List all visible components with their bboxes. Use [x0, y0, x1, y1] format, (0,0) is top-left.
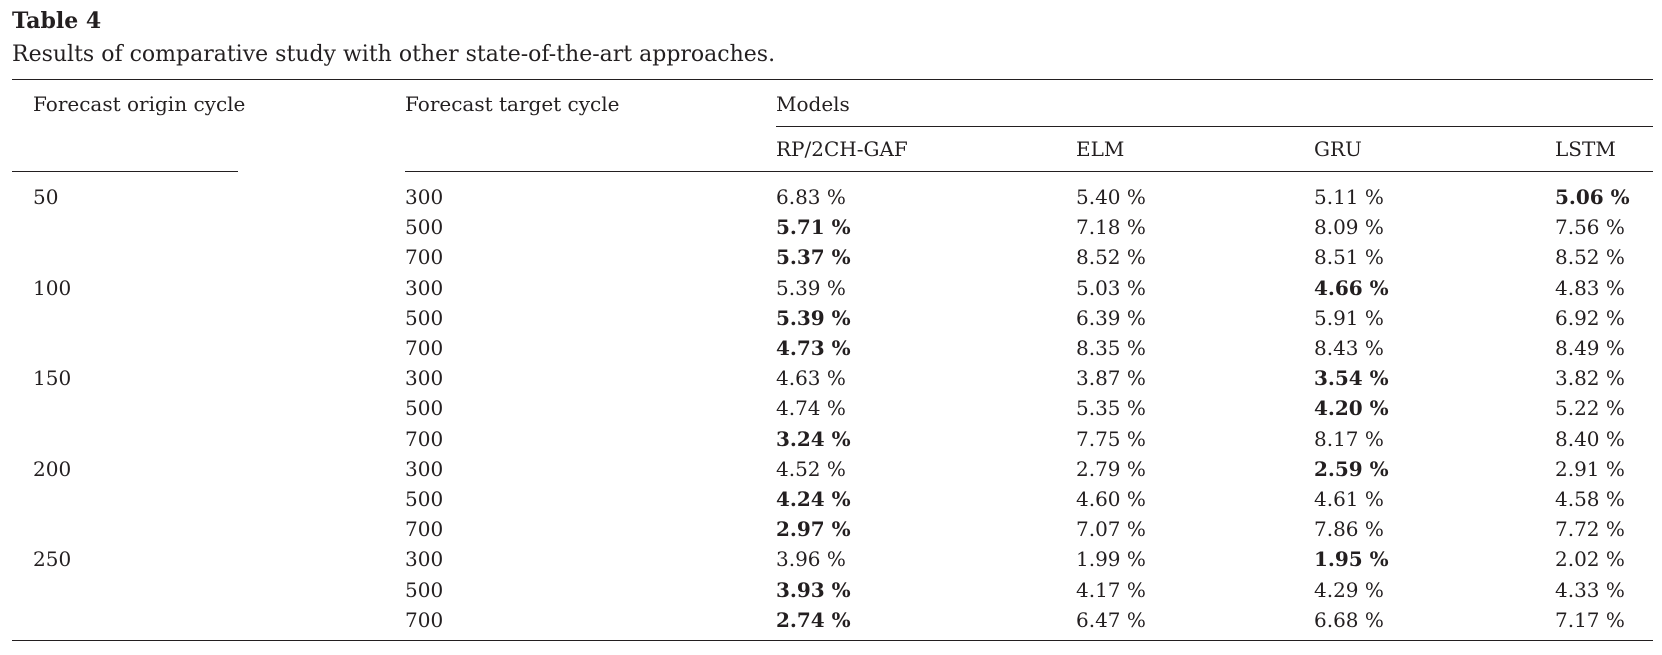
- value-cell: 2.79 %: [1076, 456, 1146, 481]
- value-cell: 4.63 %: [776, 366, 846, 391]
- value-cell: 3.54 %: [1314, 366, 1389, 391]
- value-cell: 8.35 %: [1076, 336, 1146, 360]
- value-cell: 8.43 %: [1314, 336, 1384, 360]
- target-cell: 300: [405, 275, 444, 300]
- value-cell: 4.61 %: [1314, 487, 1384, 511]
- value-cell: 4.83 %: [1555, 275, 1625, 300]
- value-cell: 3.93 %: [776, 577, 851, 602]
- value-cell: 8.51 %: [1314, 245, 1384, 270]
- value-cell: 1.99 %: [1076, 547, 1146, 572]
- value-cell: 5.39 %: [776, 305, 851, 330]
- header-origin: Forecast origin cycle: [33, 92, 246, 116]
- target-cell: 300: [405, 366, 444, 391]
- value-cell: 2.97 %: [776, 517, 851, 542]
- target-cell: 700: [405, 426, 444, 451]
- value-cell: 4.60 %: [1076, 487, 1146, 511]
- header-model-lstm: LSTM: [1555, 137, 1616, 161]
- value-cell: 5.37 %: [776, 245, 851, 270]
- target-rule: [405, 171, 1653, 172]
- target-cell: 700: [405, 336, 444, 360]
- target-cell: 300: [405, 185, 444, 209]
- value-cell: 4.58 %: [1555, 487, 1625, 511]
- origin-cell: 250: [33, 547, 72, 572]
- table-label: Table 4: [12, 8, 102, 34]
- origin-rule: [12, 171, 238, 172]
- target-cell: 700: [405, 517, 444, 542]
- value-cell: 5.91 %: [1314, 305, 1384, 330]
- value-cell: 3.96 %: [776, 547, 846, 572]
- target-cell: 500: [405, 577, 444, 602]
- value-cell: 8.52 %: [1555, 245, 1625, 270]
- value-cell: 5.71 %: [776, 215, 851, 240]
- value-cell: 2.74 %: [776, 607, 851, 632]
- value-cell: 4.17 %: [1076, 577, 1146, 602]
- value-cell: 2.02 %: [1555, 547, 1625, 572]
- value-cell: 7.17 %: [1555, 607, 1625, 632]
- value-cell: 8.52 %: [1076, 245, 1146, 270]
- value-cell: 6.83 %: [776, 185, 846, 209]
- target-cell: 500: [405, 487, 444, 511]
- target-cell: 500: [405, 215, 444, 240]
- value-cell: 6.47 %: [1076, 607, 1146, 632]
- value-cell: 4.74 %: [776, 396, 846, 421]
- value-cell: 2.59 %: [1314, 456, 1389, 481]
- origin-cell: 150: [33, 366, 72, 391]
- value-cell: 7.75 %: [1076, 426, 1146, 451]
- value-cell: 3.24 %: [776, 426, 851, 451]
- value-cell: 7.56 %: [1555, 215, 1625, 240]
- value-cell: 6.68 %: [1314, 607, 1384, 632]
- top-rule: [12, 79, 1653, 80]
- value-cell: 5.40 %: [1076, 185, 1146, 209]
- value-cell: 1.95 %: [1314, 547, 1389, 572]
- value-cell: 4.29 %: [1314, 577, 1384, 602]
- value-cell: 8.17 %: [1314, 426, 1384, 451]
- value-cell: 5.06 %: [1555, 185, 1630, 209]
- target-cell: 700: [405, 607, 444, 632]
- value-cell: 7.86 %: [1314, 517, 1384, 542]
- table-caption: Results of comparative study with other …: [12, 42, 776, 67]
- header-target: Forecast target cycle: [405, 92, 620, 116]
- value-cell: 7.72 %: [1555, 517, 1625, 542]
- value-cell: 8.49 %: [1555, 336, 1625, 360]
- models-rule: [776, 126, 1653, 127]
- origin-cell: 50: [33, 185, 59, 209]
- value-cell: 6.39 %: [1076, 305, 1146, 330]
- header-models: Models: [776, 92, 850, 116]
- value-cell: 8.40 %: [1555, 426, 1625, 451]
- value-cell: 7.18 %: [1076, 215, 1146, 240]
- target-cell: 500: [405, 396, 444, 421]
- value-cell: 5.35 %: [1076, 396, 1146, 421]
- value-cell: 4.66 %: [1314, 275, 1389, 300]
- value-cell: 4.73 %: [776, 336, 851, 360]
- value-cell: 5.39 %: [776, 275, 846, 300]
- value-cell: 5.11 %: [1314, 185, 1384, 209]
- value-cell: 4.52 %: [776, 456, 846, 481]
- bottom-rule: [12, 640, 1653, 641]
- value-cell: 6.92 %: [1555, 305, 1625, 330]
- header-model-gru: GRU: [1314, 137, 1362, 161]
- value-cell: 7.07 %: [1076, 517, 1146, 542]
- header-model-rp2chgaf: RP/2CH-GAF: [776, 137, 908, 161]
- value-cell: 3.82 %: [1555, 366, 1625, 391]
- target-cell: 700: [405, 245, 444, 270]
- value-cell: 4.20 %: [1314, 396, 1389, 421]
- value-cell: 2.91 %: [1555, 456, 1625, 481]
- origin-cell: 200: [33, 456, 72, 481]
- value-cell: 5.03 %: [1076, 275, 1146, 300]
- target-cell: 500: [405, 305, 444, 330]
- target-cell: 300: [405, 547, 444, 572]
- value-cell: 5.22 %: [1555, 396, 1625, 421]
- target-cell: 300: [405, 456, 444, 481]
- value-cell: 4.24 %: [776, 487, 851, 511]
- value-cell: 8.09 %: [1314, 215, 1384, 240]
- value-cell: 3.87 %: [1076, 366, 1146, 391]
- header-model-elm: ELM: [1076, 137, 1125, 161]
- origin-cell: 100: [33, 275, 72, 300]
- value-cell: 4.33 %: [1555, 577, 1625, 602]
